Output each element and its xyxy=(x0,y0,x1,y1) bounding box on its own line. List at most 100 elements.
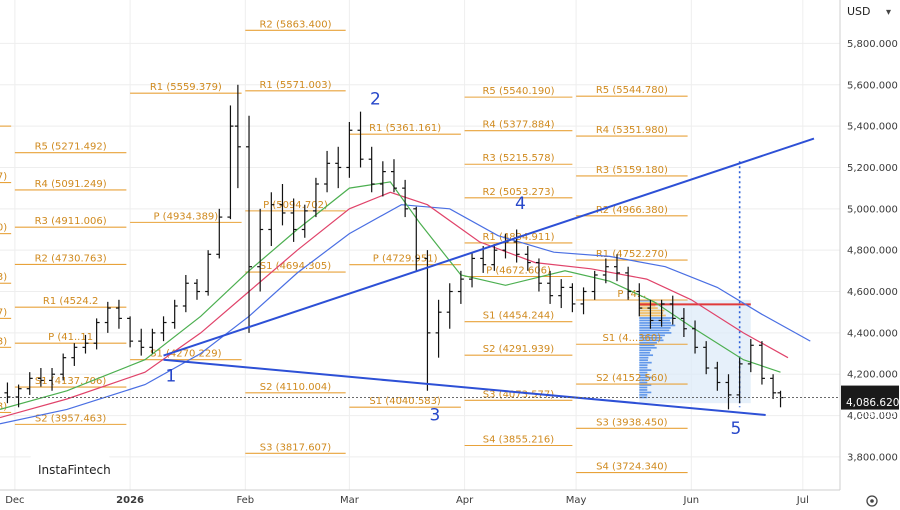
wave-label: 1 xyxy=(166,366,177,386)
pivot-label: R5 (5544.780) xyxy=(596,85,668,96)
settings-gear-icon[interactable] xyxy=(866,495,878,507)
volume-profile-bar xyxy=(639,312,664,314)
price-bar xyxy=(279,184,286,226)
volume-profile-bar xyxy=(639,379,648,381)
pivot-label: R5 (5540.190) xyxy=(482,86,554,97)
volume-profile-bar xyxy=(639,386,648,389)
volume-profile-bar xyxy=(639,389,648,391)
pivot-label: S2 (4152.560) xyxy=(596,373,668,384)
pivot-label: P (4934.389) xyxy=(153,211,218,222)
wave-labels: 1 2 3 4 5 xyxy=(166,89,742,439)
price-bar xyxy=(234,84,241,189)
pivot-label: S3 (4073.577) xyxy=(483,389,555,400)
pivot-label: S2 (4291.939) xyxy=(483,344,555,355)
last-price-tag xyxy=(841,385,899,410)
price-axis[interactable] xyxy=(840,0,900,510)
price-bar xyxy=(424,250,431,391)
price-bar xyxy=(182,274,189,313)
currency-label[interactable]: USD xyxy=(847,5,871,18)
pivot-label: R2 (5863.400) xyxy=(259,19,331,30)
pivot-label: P (4729.951) xyxy=(373,254,438,265)
volume-profile-bar xyxy=(639,369,652,371)
price-bar xyxy=(435,299,442,358)
price-bar xyxy=(413,206,420,271)
price-tick-label: 5,800.000 xyxy=(847,39,898,50)
price-bar xyxy=(82,334,89,354)
price-bar xyxy=(15,384,22,408)
wave-label: 3 xyxy=(429,406,440,426)
price-bar xyxy=(680,308,687,338)
price-bar xyxy=(513,229,520,263)
price-bar xyxy=(402,179,409,218)
volume-profile-bar xyxy=(639,344,655,347)
time-axis[interactable] xyxy=(0,490,840,510)
pivot-label: P (5094.702) xyxy=(263,200,328,211)
pivot-label: R3 (4911.006) xyxy=(35,216,107,227)
volume-profile-bar xyxy=(639,329,670,332)
price-bar xyxy=(205,250,212,296)
trendline-upper xyxy=(163,137,815,357)
price-bar xyxy=(379,161,386,197)
price-bar xyxy=(491,243,498,271)
time-axis-ticks: Dec 2026 Feb Mar Apr May Jun Jul xyxy=(5,495,809,506)
countdown-timer: 12:28:03 xyxy=(851,409,896,420)
price-bar xyxy=(290,198,297,242)
pivot-label: S1 (4454.244) xyxy=(483,311,555,322)
price-tick-label: 5,400.000 xyxy=(847,122,898,133)
price-bar xyxy=(558,279,565,309)
volume-profile-bar xyxy=(639,314,666,317)
price-bar xyxy=(368,146,375,193)
time-tick-label: 2026 xyxy=(116,495,144,506)
pivot-label: 42.873) xyxy=(0,336,7,347)
ma-fast-line xyxy=(0,181,781,410)
pivot-label: S2 (4110.004) xyxy=(260,382,332,393)
price-bar xyxy=(335,146,342,189)
trendlines xyxy=(163,137,815,416)
pivot-label: R2 (5053.273) xyxy=(482,187,554,198)
price-bar xyxy=(115,299,122,329)
volume-profile-bar xyxy=(639,366,648,369)
volume-profile xyxy=(639,299,676,399)
price-bar xyxy=(569,283,576,313)
volume-profile-bar xyxy=(639,346,657,349)
last-price-value: 4,086.620 xyxy=(846,397,899,409)
price-tick-label: 4,600.000 xyxy=(847,287,898,298)
chevron-down-icon[interactable]: ▾ xyxy=(886,7,891,18)
price-bar xyxy=(93,318,100,350)
price-bar xyxy=(758,341,765,385)
price-bar xyxy=(669,295,676,325)
price-bar xyxy=(636,283,643,317)
price-bar xyxy=(346,121,353,178)
price-bar xyxy=(703,341,710,375)
pivot-label: R5 (5271.492) xyxy=(35,142,107,153)
price-bar xyxy=(469,252,476,288)
price-bar xyxy=(357,111,364,168)
pivot-label: R1 (5571.003) xyxy=(259,80,331,91)
price-bar xyxy=(480,246,487,273)
price-bar xyxy=(770,374,777,400)
pivot-levels: 53.127) 51.150) 49.173) 47.197) 42.873) 6.573… xyxy=(0,19,751,474)
pivot-label: S4 (3724.340) xyxy=(596,462,668,473)
price-bar xyxy=(692,320,699,354)
price-bar xyxy=(160,316,167,342)
pivot-label: 51.150) xyxy=(0,223,7,234)
price-bar xyxy=(257,208,264,292)
price-bar xyxy=(390,159,397,193)
trendline-lower xyxy=(163,358,766,416)
volume-profile-bar xyxy=(639,371,648,374)
price-bar xyxy=(71,343,78,366)
pivot-label: R1 (5559.379) xyxy=(150,82,222,93)
time-tick-label: Feb xyxy=(236,495,254,506)
price-tick-label: 4,200.000 xyxy=(847,370,898,381)
pivot-label: 47.197) xyxy=(0,307,7,318)
pivot-label: R4 (5091.249) xyxy=(35,179,107,190)
pivot-label: R3 (5215.578) xyxy=(482,153,554,164)
price-bars xyxy=(4,84,784,410)
volume-profile-bar xyxy=(639,359,648,362)
price-bar xyxy=(26,372,33,395)
price-bar xyxy=(301,204,308,238)
price-bar xyxy=(625,266,632,300)
time-tick-label: Jun xyxy=(683,495,700,506)
price-bar xyxy=(104,301,111,333)
